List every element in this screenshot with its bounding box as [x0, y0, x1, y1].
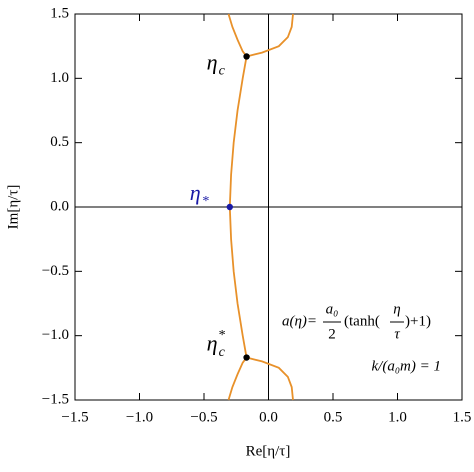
x-tick-label: −1.0 [126, 409, 153, 425]
formula: η [393, 301, 400, 317]
curve [227, 356, 248, 401]
point-label-sup: * [219, 328, 226, 343]
curve [246, 13, 294, 58]
curve [227, 13, 248, 58]
note: k/(a₀m) = 1 [372, 358, 442, 374]
point [226, 203, 233, 211]
x-tick-label: 0.0 [259, 409, 278, 425]
y-tick-label: −1.0 [42, 327, 69, 343]
curve [246, 356, 294, 401]
formula: τ [394, 326, 400, 342]
point-label: η [207, 50, 218, 75]
formula: a₀ [326, 301, 339, 317]
point-label: η [207, 331, 218, 356]
point [243, 354, 250, 361]
x-axis-label: Re[η/τ] [246, 443, 291, 459]
point-label: η [190, 180, 201, 205]
point-label-sub: c [219, 345, 226, 360]
x-tick-label: −0.5 [190, 409, 217, 425]
y-axis-label: Im[η/τ] [5, 185, 21, 230]
x-tick-label: 1.5 [453, 409, 472, 425]
point-label-sub: * [202, 194, 209, 209]
formula: 2 [328, 326, 336, 342]
y-tick-label: 0.5 [50, 134, 69, 150]
y-tick-label: 1.0 [50, 70, 69, 86]
point-label-sub: c [219, 64, 226, 79]
point [243, 53, 250, 60]
y-tick-label: −1.5 [42, 391, 69, 407]
y-tick-label: 0.0 [50, 198, 69, 214]
formula: (tanh( [344, 313, 380, 329]
y-tick-label: −0.5 [42, 263, 69, 279]
formula: a(η)= [282, 313, 317, 329]
x-tick-label: 0.5 [324, 409, 343, 425]
y-tick-label: 1.5 [50, 5, 69, 21]
x-tick-label: 1.0 [388, 409, 407, 425]
formula: )+1) [405, 313, 431, 329]
x-tick-label: −1.5 [61, 409, 88, 425]
